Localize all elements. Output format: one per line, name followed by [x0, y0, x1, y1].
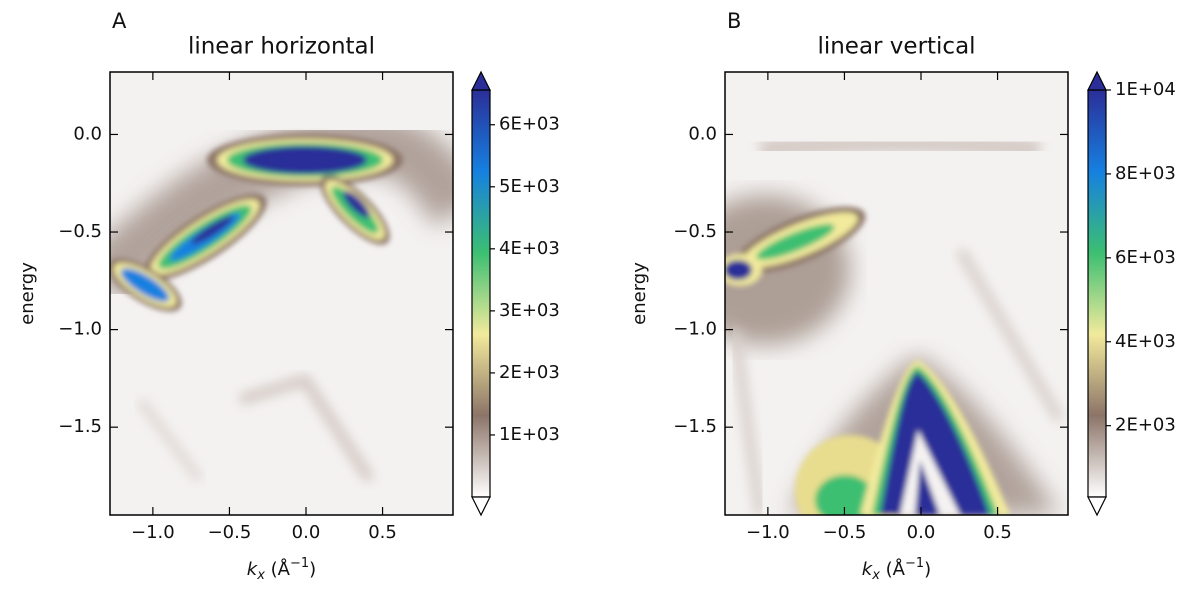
colorbar-tick-label: 5E+03 — [499, 176, 560, 197]
x-tick-label: 0.5 — [368, 522, 397, 543]
colorbar-tick-label: 3E+03 — [499, 300, 560, 321]
y-tick-label: −1.0 — [673, 319, 717, 340]
colorbar-tick-label: 8E+03 — [1115, 163, 1176, 184]
chart-title: linear horizontal — [188, 34, 375, 60]
colorbar — [471, 89, 491, 498]
colorbar-tick-label: 2E+03 — [499, 362, 560, 383]
x-axis-label-part: x — [871, 568, 880, 583]
x-axis-label-part: (Å — [880, 558, 906, 580]
y-axis-label: energy — [17, 262, 38, 325]
x-tick-label: −1.0 — [131, 522, 175, 543]
colorbar-extend-top — [1087, 70, 1107, 91]
x-tick-label: 0.0 — [292, 522, 321, 543]
x-axis-label-part: −1 — [290, 556, 309, 571]
x-axis-label: kx (Å−1) — [862, 556, 931, 583]
x-axis-label-part: x — [256, 568, 265, 583]
x-tick-label: −0.5 — [823, 522, 867, 543]
heatmap-b — [725, 72, 1068, 515]
colorbar-tick-label: 6E+03 — [499, 114, 560, 135]
plot-frame — [109, 71, 454, 516]
panel-label: B — [727, 9, 741, 33]
colorbar-extend-bottom — [471, 496, 491, 517]
colorbar-tick-label: 4E+03 — [1115, 331, 1176, 352]
x-tick-label: −0.5 — [208, 522, 252, 543]
x-tick-label: 0.0 — [907, 522, 936, 543]
x-axis-label-part: ) — [924, 559, 931, 580]
colorbar-tick-label: 6E+03 — [1115, 247, 1176, 268]
x-axis-label-part: k — [862, 559, 874, 580]
colorbar — [1087, 89, 1107, 498]
x-axis-label: kx (Å−1) — [247, 556, 316, 583]
y-tick-label: 0.0 — [688, 123, 717, 144]
colorbar-tick-label: 1E+04 — [1115, 79, 1176, 100]
panel-label: A — [112, 9, 127, 33]
y-tick-label: 0.0 — [73, 123, 102, 144]
x-axis-label-part: −1 — [905, 556, 924, 571]
colorbar-extend-bottom — [1087, 496, 1107, 517]
y-tick-label: −0.5 — [673, 221, 717, 242]
x-tick-label: 0.5 — [983, 522, 1012, 543]
plot-frame — [724, 71, 1069, 516]
y-tick-label: −0.5 — [58, 221, 102, 242]
colorbar-tick-label: 2E+03 — [1115, 415, 1176, 436]
colorbar-extend-top — [471, 70, 491, 91]
x-axis-label-part: (Å — [265, 558, 291, 580]
chart-title: linear vertical — [817, 34, 975, 60]
x-axis-label-part: k — [247, 559, 259, 580]
x-axis-label-part: ) — [309, 559, 316, 580]
x-tick-label: −1.0 — [746, 522, 790, 543]
y-tick-label: −1.5 — [673, 416, 717, 437]
heatmap-a — [110, 72, 453, 515]
colorbar-tick-label: 1E+03 — [499, 424, 560, 445]
y-axis-label: energy — [629, 262, 650, 325]
colorbar-tick-label: 4E+03 — [499, 238, 560, 259]
y-tick-label: −1.0 — [58, 319, 102, 340]
y-tick-label: −1.5 — [58, 416, 102, 437]
